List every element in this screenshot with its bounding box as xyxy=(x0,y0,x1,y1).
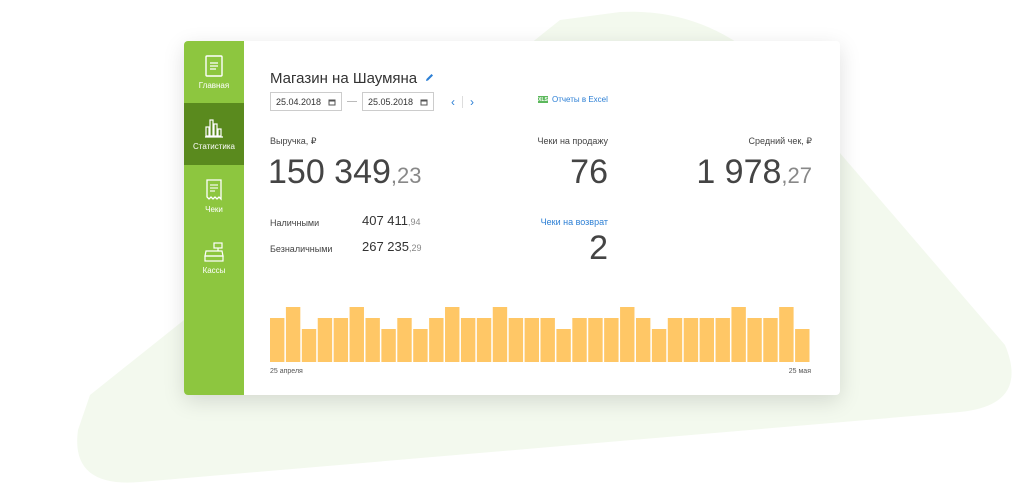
chart-bar xyxy=(540,318,555,362)
chart-bar xyxy=(604,318,619,362)
chart-bar xyxy=(508,318,524,362)
chart-end-label: 25 мая xyxy=(788,368,811,375)
dashboard-card: Главная Статистика Чеки xyxy=(184,41,840,395)
chart-bar xyxy=(795,329,810,362)
chart-bar xyxy=(381,329,396,362)
cashless-cents: ,29 xyxy=(409,243,422,253)
chart-bar xyxy=(747,318,762,362)
chart-bar xyxy=(715,318,730,362)
chart-bar xyxy=(699,318,715,362)
date-to-field[interactable]: 25.05.2018 xyxy=(362,92,434,111)
calendar-icon xyxy=(420,99,428,105)
bar-chart-icon xyxy=(205,118,223,138)
sidebar-item-label: Главная xyxy=(198,80,230,90)
date-from-field[interactable]: 25.04.2018 xyxy=(270,92,342,111)
chart-bar xyxy=(620,307,635,362)
sidebar-item-receipts[interactable]: Чеки xyxy=(184,165,244,227)
edit-pencil-icon[interactable] xyxy=(425,69,434,87)
arrow-divider xyxy=(462,95,463,108)
date-to-value: 25.05.2018 xyxy=(368,96,414,107)
chart-bar xyxy=(651,329,667,362)
cashless-label: Безналичными xyxy=(270,244,333,254)
sidebar: Главная Статистика Чеки xyxy=(184,41,244,395)
revenue-label: Выручка, ₽ xyxy=(270,136,317,146)
revenue-cents: ,23 xyxy=(390,163,422,188)
chart-bar xyxy=(572,318,587,362)
chevron-right-icon[interactable]: › xyxy=(470,94,474,109)
sidebar-item-home[interactable]: Главная xyxy=(184,41,244,103)
cash-cents: ,94 xyxy=(408,217,421,227)
chart-bar xyxy=(285,307,301,362)
date-from-value: 25.04.2018 xyxy=(276,96,322,107)
chart-bar xyxy=(492,307,508,362)
sidebar-item-statistics[interactable]: Статистика xyxy=(184,103,244,165)
chart-bar xyxy=(301,329,317,362)
chart-bar xyxy=(556,329,571,362)
chart-bar xyxy=(635,318,651,362)
average-check-cents: ,27 xyxy=(781,163,812,188)
cashless-value: 267 235,29 xyxy=(362,239,422,254)
receipt-icon xyxy=(206,178,222,201)
cash-value: 407 411,94 xyxy=(362,213,421,228)
chart-bar xyxy=(270,318,285,362)
chart-bar xyxy=(476,318,492,362)
chevron-left-icon[interactable]: ‹ xyxy=(451,94,455,109)
chart-bar xyxy=(397,318,412,362)
revenue-value: 150 349,23 xyxy=(268,153,422,192)
average-check-main: 1 978 xyxy=(696,153,782,191)
cashless-main: 267 235 xyxy=(362,239,409,254)
chart-bar xyxy=(413,329,428,362)
average-check-value: 1 978,27 xyxy=(696,153,812,192)
return-receipts-value: 2 xyxy=(589,229,608,267)
chart-bar xyxy=(779,307,794,362)
main-content: Магазин на Шаумяна 25.04.2018 25.05.2018… xyxy=(244,41,840,395)
revenue-chart xyxy=(270,307,810,362)
date-separator xyxy=(347,101,357,102)
sidebar-item-registers[interactable]: Кассы xyxy=(184,227,244,289)
sales-receipts-label: Чеки на продажу xyxy=(537,136,608,146)
chart-bar xyxy=(349,307,364,362)
sidebar-item-label: Статистика xyxy=(192,141,235,151)
chart-bar xyxy=(365,318,380,362)
excel-icon: XLS xyxy=(538,96,548,103)
sidebar-item-label: Кассы xyxy=(202,265,226,275)
page-header: Магазин на Шаумяна xyxy=(270,69,434,87)
sidebar-item-label: Чеки xyxy=(205,204,223,214)
sales-receipts-value: 76 xyxy=(570,153,608,191)
period-navigation: ‹ › xyxy=(446,95,479,109)
cash-label: Наличными xyxy=(270,218,320,228)
excel-link-label: Отчеты в Excel xyxy=(552,95,608,104)
chart-bar xyxy=(731,307,746,362)
chart-bar xyxy=(667,318,683,362)
chart-bar xyxy=(429,318,444,362)
document-icon xyxy=(205,54,223,77)
calendar-icon xyxy=(328,99,336,105)
average-check-label: Средний чек, ₽ xyxy=(748,136,812,146)
chart-bar xyxy=(683,318,699,362)
return-receipts-label[interactable]: Чеки на возврат xyxy=(540,217,608,227)
chart-bar xyxy=(445,307,460,362)
date-range-picker: 25.04.2018 25.05.2018 ‹ › xyxy=(270,92,479,111)
page-title: Магазин на Шаумяна xyxy=(270,69,418,87)
chart-start-label: 25 апреля xyxy=(270,368,303,375)
chart-bar xyxy=(333,318,349,362)
chart-bar xyxy=(763,318,778,362)
chart-bar xyxy=(524,318,539,362)
excel-report-link[interactable]: XLS Отчеты в Excel xyxy=(538,95,608,104)
chart-bar xyxy=(588,318,603,362)
chart-bar xyxy=(460,318,476,362)
cash-main: 407 411 xyxy=(362,213,409,228)
chart-bar xyxy=(317,318,333,362)
cash-register-icon xyxy=(204,241,224,262)
revenue-main: 150 349 xyxy=(268,153,391,191)
